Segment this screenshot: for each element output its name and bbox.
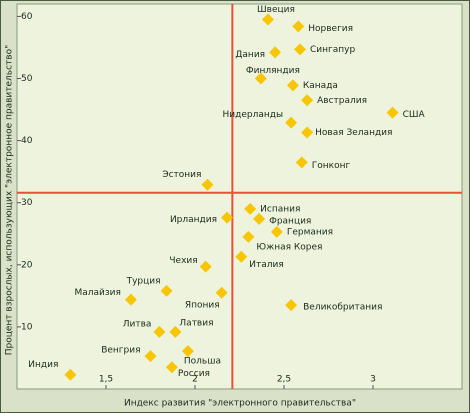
point-label: Венгрия [101, 346, 140, 356]
point-label: Италия [249, 260, 284, 270]
point [261, 13, 274, 26]
point [153, 325, 166, 338]
y-tick-label: 10 [21, 322, 33, 332]
y-tick-label: 50 [21, 74, 33, 84]
point-label: Япония [185, 300, 220, 310]
point [242, 230, 255, 243]
point-label: Австралия [317, 96, 367, 106]
point [235, 250, 248, 263]
point-label: Чехия [169, 256, 197, 266]
point-label: Канада [303, 81, 338, 91]
point [215, 286, 228, 299]
point [144, 350, 157, 363]
point-label: Малайзия [74, 288, 120, 298]
point [269, 46, 282, 59]
point [199, 260, 212, 273]
point-label: Финляндия [246, 66, 300, 76]
point [301, 126, 314, 139]
point [292, 20, 305, 33]
point [201, 178, 214, 191]
point-label: Норвегия [308, 24, 353, 34]
point-label: Польша [184, 357, 221, 367]
point-label: Дания [235, 50, 265, 60]
point [160, 284, 173, 297]
y-tick-label: 30 [21, 198, 33, 208]
point [285, 116, 298, 129]
point [221, 211, 234, 224]
point-label: Великобритания [303, 303, 382, 313]
x-tick-label: 1,5 [99, 375, 113, 385]
point [64, 368, 77, 381]
point [244, 202, 257, 215]
point-label: Индия [28, 360, 58, 370]
y-tick-label: 20 [21, 260, 33, 270]
point-label: Литва [123, 319, 152, 329]
x-tick-label: 2,5 [277, 375, 291, 385]
point-label: Ирландия [170, 215, 217, 225]
point-label: Южная Корея [256, 242, 322, 252]
point-label: Эстония [162, 170, 201, 180]
point-label: Франция [269, 216, 311, 226]
point-label: Латвия [179, 318, 213, 328]
y-tick-label: 60 [21, 12, 33, 22]
point [124, 293, 137, 306]
y-tick-label: 40 [21, 136, 33, 146]
point-label: Россия [178, 369, 210, 379]
point [253, 212, 266, 225]
point [181, 345, 194, 358]
point [270, 225, 283, 238]
y-axis-label: Процент взрослых, использующих "электрон… [5, 45, 15, 355]
point-label: Нидерланды [223, 110, 284, 120]
point [286, 79, 299, 92]
x-tick-label: 2 [192, 375, 198, 385]
point [165, 361, 178, 374]
x-tick-label: 3 [370, 375, 376, 385]
point-label: Гонконг [312, 161, 351, 171]
point [294, 43, 307, 56]
point-label: Турция [126, 276, 161, 286]
point [301, 94, 314, 107]
plot-area [16, 3, 463, 390]
point [285, 299, 298, 312]
point-label: США [403, 110, 426, 120]
point-label: Новая Зеландия [315, 128, 392, 138]
point [254, 72, 267, 85]
point [295, 156, 308, 169]
x-axis-label: Индекс развития "электронного правительс… [124, 399, 356, 409]
point-label: Испания [260, 204, 300, 214]
point-label: Швеция [257, 5, 295, 15]
point [169, 325, 182, 338]
point-label: Сингапур [310, 45, 355, 55]
point-label: Германия [287, 227, 333, 237]
point [386, 106, 399, 119]
